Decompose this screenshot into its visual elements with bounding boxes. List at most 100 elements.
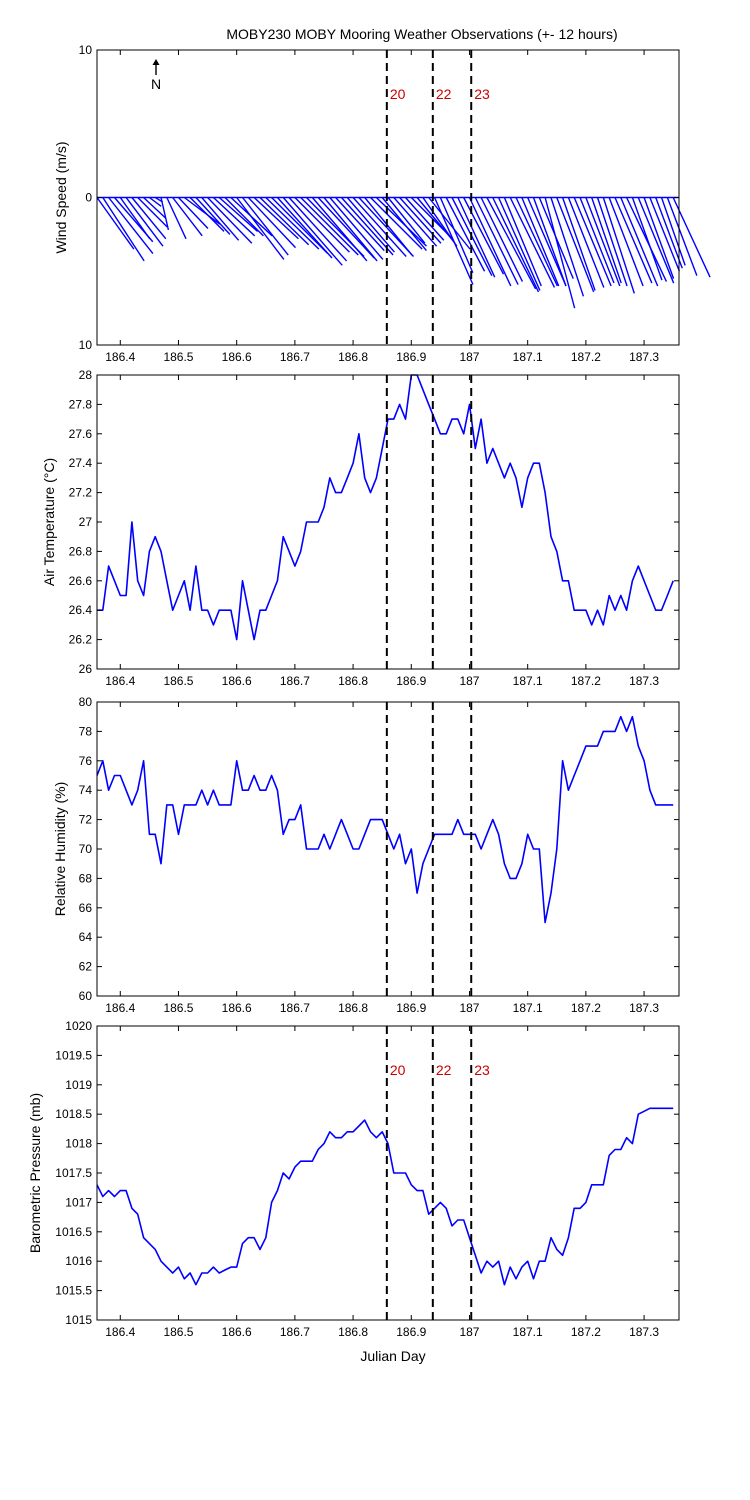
y-tick-label: 10 <box>79 43 93 57</box>
x-tick-label: 187.2 <box>571 674 601 688</box>
wind-vector <box>445 197 486 272</box>
wind-vector <box>585 197 621 287</box>
wind-vector <box>515 197 558 287</box>
wind-vector <box>329 197 384 260</box>
y-tick-label: 1015 <box>65 1313 92 1327</box>
x-tick-label: 186.7 <box>280 674 310 688</box>
x-tick-label: 187.3 <box>629 674 659 688</box>
x-tick-label: 187.2 <box>571 1001 601 1015</box>
y-tick-label: 1015.5 <box>55 1284 92 1298</box>
wind-vector <box>497 197 541 291</box>
wind-vector <box>300 197 359 256</box>
wind-vector <box>608 197 644 287</box>
wind-vector <box>236 197 285 260</box>
y-tick-label: 62 <box>79 960 93 974</box>
wind-vector <box>148 196 162 207</box>
barometric-pressure-line <box>96 1107 674 1286</box>
y-tick-label: 1016.5 <box>55 1225 92 1239</box>
x-tick-label: 186.6 <box>222 1325 252 1339</box>
y-tick-label: 1017 <box>65 1195 92 1209</box>
wind-vector <box>282 197 343 266</box>
y-tick-label: 76 <box>79 754 93 768</box>
x-tick-label: 186.4 <box>105 1001 135 1015</box>
x-tick-label: 186.4 <box>105 350 135 364</box>
air-temperature-line <box>97 374 674 641</box>
wind-vector <box>265 196 320 250</box>
wind-vector <box>218 196 259 232</box>
wind-vector <box>602 197 635 294</box>
wind-vector-series <box>96 196 711 309</box>
y-tick-label: 28 <box>79 368 93 382</box>
wind-vector <box>463 197 505 275</box>
figure-title: MOBY230 MOBY Mooring Weather Observation… <box>226 26 617 42</box>
wind-vector <box>259 196 310 246</box>
y-tick-label: 1018 <box>65 1137 92 1151</box>
x-tick-label: 187.1 <box>513 674 543 688</box>
wind-vector <box>614 197 653 284</box>
wind-vector <box>212 196 256 237</box>
wind-vector <box>317 197 375 259</box>
y-tick-label: 1020 <box>65 1019 92 1033</box>
wind-vector <box>573 197 612 287</box>
y-tick-label: 68 <box>79 871 93 885</box>
wind-vector <box>666 197 698 276</box>
panel-air-temperature: 186.4 186.5 186.6 186.7 186.8 186.9 187 187.1 18… <box>41 368 680 688</box>
x-tick-label: 186.6 <box>222 350 252 364</box>
wind-vector <box>381 197 427 252</box>
y-tick-label: 80 <box>79 695 93 709</box>
wind-vector <box>364 197 413 256</box>
x-tick-label: 186.4 <box>105 674 135 688</box>
wind-vector <box>189 197 225 232</box>
y-axis-label: Wind Speed (m/s) <box>53 141 69 253</box>
wind-vector <box>561 197 596 291</box>
wind-vector <box>201 197 240 241</box>
wind-vector <box>375 196 427 247</box>
wind-vector <box>655 197 683 269</box>
wind-vector <box>480 197 524 282</box>
wind-vector <box>474 197 519 285</box>
wind-vector <box>550 197 585 297</box>
wind-vector <box>294 197 350 253</box>
x-tick-label: 186.5 <box>163 674 193 688</box>
y-axis-label: Barometric Pressure (mb) <box>27 1093 43 1253</box>
x-tick-label: 187.1 <box>513 350 543 364</box>
event-label: 23 <box>474 1062 490 1078</box>
y-tick-label: 1019 <box>65 1078 92 1092</box>
wind-vector <box>253 196 299 240</box>
wind-vector <box>387 197 426 244</box>
wind-vector <box>544 197 576 309</box>
y-tick-label: 26 <box>79 662 93 676</box>
x-tick-label: 186.8 <box>338 1325 368 1339</box>
y-tick-label: 1017.5 <box>55 1166 92 1180</box>
wind-vector <box>422 197 458 247</box>
x-tick-label: 186.7 <box>280 1001 310 1015</box>
wind-vector <box>195 197 231 235</box>
wind-vector <box>468 197 512 287</box>
event-label: 23 <box>474 86 490 102</box>
x-tick-label: 186.7 <box>280 1325 310 1339</box>
wind-vector <box>131 197 167 240</box>
x-tick-label: 186.5 <box>163 1325 193 1339</box>
x-tick-label: 186.4 <box>105 1325 135 1339</box>
x-tick-label: 186.8 <box>338 1001 368 1015</box>
wind-vector <box>352 197 407 257</box>
y-axis-label: Relative Humidity (%) <box>52 782 68 917</box>
x-tick-label: 186.5 <box>163 350 193 364</box>
wind-vector <box>271 197 329 255</box>
event-label: 22 <box>436 86 452 102</box>
y-tick-label: 1018.5 <box>55 1107 92 1121</box>
wind-vector <box>532 197 567 287</box>
y-tick-label: 27.4 <box>69 456 93 470</box>
wind-vector <box>125 197 164 247</box>
x-tick-label: 186.9 <box>396 350 426 364</box>
x-tick-label: 186.5 <box>163 1001 193 1015</box>
wind-vector <box>102 197 145 262</box>
y-tick-label: 1016 <box>65 1254 92 1268</box>
north-arrow-indicator: N <box>151 59 161 92</box>
relative-humidity-line <box>96 715 674 924</box>
wind-vector <box>591 197 622 284</box>
y-tick-label: 60 <box>79 989 93 1003</box>
x-tick-label: 187 <box>459 674 479 688</box>
wind-vector <box>207 197 253 244</box>
